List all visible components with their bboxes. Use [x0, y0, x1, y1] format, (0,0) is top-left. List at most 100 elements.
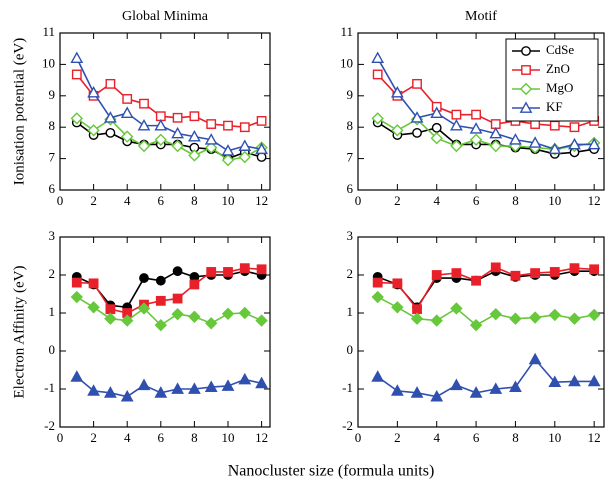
x-tick-label: 12	[588, 193, 601, 208]
x-tick-label: 2	[90, 193, 97, 208]
y-tick-label: 1	[347, 304, 354, 319]
y-tick-label: 8	[49, 118, 56, 133]
data-point	[120, 389, 134, 402]
plot-frame	[59, 236, 271, 428]
data-point	[390, 86, 404, 98]
y-tick-label: 11	[42, 24, 55, 39]
data-point	[155, 295, 166, 306]
y-tick-label: 6	[347, 181, 354, 196]
data-point	[410, 111, 424, 123]
data-point	[569, 122, 580, 133]
data-point	[568, 137, 581, 150]
y-tick-label: 2	[347, 266, 354, 281]
x-tick-label: 12	[255, 430, 268, 445]
data-point	[450, 139, 463, 153]
y-tick-label: 0	[347, 342, 354, 357]
data-point	[469, 122, 483, 134]
data-point	[568, 374, 581, 387]
data-point	[154, 318, 167, 332]
x-tick-label: 6	[158, 430, 165, 445]
data-point	[238, 150, 251, 164]
x-tick-label: 0	[355, 430, 362, 445]
data-point	[469, 318, 483, 332]
data-point	[510, 270, 521, 281]
data-point	[548, 375, 562, 388]
data-point	[239, 263, 250, 274]
data-point	[587, 308, 601, 322]
data-point	[154, 133, 167, 146]
data-point	[489, 139, 502, 153]
data-point	[139, 98, 149, 109]
data-point	[205, 317, 218, 330]
legend-marker	[519, 82, 533, 96]
x-tick-label: 0	[57, 193, 64, 208]
y-axis-label: Ionisation potential (eV)	[11, 38, 27, 185]
data-point	[87, 124, 100, 137]
x-tick-label: 4	[124, 193, 131, 208]
x-tick-label: 6	[158, 193, 165, 208]
data-point	[471, 275, 481, 286]
data-point	[372, 277, 383, 288]
data-point	[204, 380, 218, 392]
data-point	[221, 144, 235, 156]
data-point	[171, 382, 184, 394]
data-point	[122, 94, 133, 104]
data-point	[171, 307, 184, 321]
data-point	[490, 262, 501, 273]
data-point	[509, 312, 522, 325]
data-point	[509, 380, 522, 392]
data-point	[548, 142, 562, 155]
series-line	[376, 57, 595, 151]
y-tick-label: -2	[342, 418, 353, 433]
data-point	[549, 267, 560, 277]
data-point	[430, 389, 444, 402]
x-tick-label: 10	[548, 430, 561, 445]
plot-frame	[357, 32, 605, 191]
x-tick-label: 6	[473, 430, 480, 445]
data-point	[121, 314, 134, 327]
y-tick-label: 3	[49, 228, 56, 243]
data-point	[587, 137, 601, 150]
data-point	[70, 112, 83, 125]
data-point	[256, 116, 267, 126]
series-line	[377, 358, 595, 398]
data-point	[188, 129, 201, 142]
x-tick-label: 4	[433, 193, 440, 208]
data-point	[221, 153, 235, 167]
data-point	[391, 124, 404, 137]
x-tick-label: 8	[191, 430, 198, 445]
legend-label: KF	[546, 99, 563, 114]
data-point	[392, 278, 403, 289]
data-point	[528, 352, 542, 365]
data-point	[530, 268, 541, 278]
y-tick-label: 11	[340, 24, 353, 39]
data-point	[221, 379, 235, 391]
x-tick-label: 4	[433, 430, 440, 445]
y-tick-label: 9	[49, 87, 56, 102]
data-point	[431, 270, 442, 280]
x-tick-label: 0	[57, 430, 64, 445]
y-tick-label: 8	[347, 118, 354, 133]
data-point	[391, 301, 404, 314]
data-point	[489, 307, 502, 321]
y-tick-label: 7	[49, 150, 56, 165]
data-point	[549, 120, 560, 131]
data-point	[587, 374, 601, 387]
data-point	[451, 109, 462, 120]
data-point	[172, 112, 183, 123]
y-tick-label: 10	[42, 55, 55, 70]
data-point	[188, 310, 201, 323]
data-point	[410, 386, 424, 398]
data-point	[71, 277, 82, 288]
panel-title: Global Minima	[122, 9, 209, 24]
data-point	[390, 384, 404, 396]
series-line	[76, 117, 262, 162]
legend-marker	[521, 65, 531, 75]
data-point	[204, 133, 218, 145]
x-tick-label: 2	[394, 193, 401, 208]
data-point	[238, 139, 252, 151]
x-tick-label: 0	[355, 193, 362, 208]
series-line	[377, 270, 595, 309]
y-tick-label: 6	[49, 181, 56, 196]
